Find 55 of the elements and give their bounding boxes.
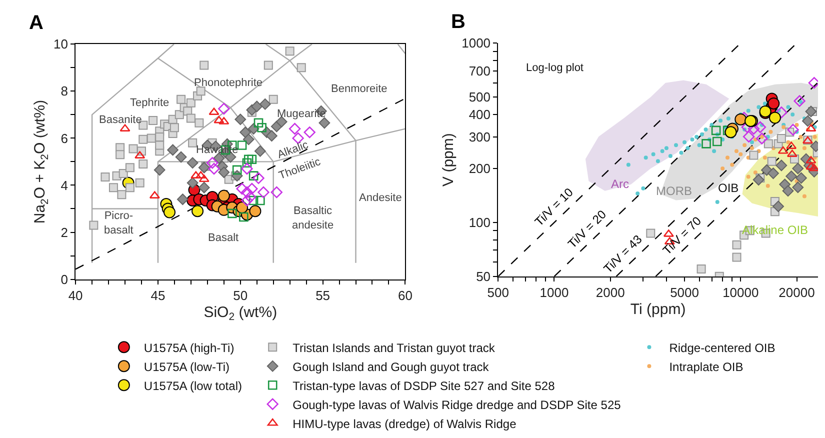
x-tick-label: 5000 bbox=[670, 285, 699, 300]
annotation: Phonotephrite bbox=[194, 77, 262, 89]
x-tick-label: 10000 bbox=[722, 285, 759, 300]
chart-title: B bbox=[451, 11, 466, 33]
x-tick-label: 50 bbox=[233, 288, 248, 303]
annotation: Benmoreite bbox=[331, 83, 388, 95]
y-tick-label: 4 bbox=[60, 178, 68, 193]
legend-label: Tristan-type lavas of DSDP Site 527 and Site 528 bbox=[292, 378, 556, 393]
y-axis-title: V (ppm) bbox=[440, 133, 457, 186]
legend-label: Ridge-centered OIB bbox=[669, 340, 776, 355]
annotation: Alkalic bbox=[276, 138, 310, 162]
x-tick-label: 40 bbox=[68, 288, 83, 303]
legend-label: HIMU-type lavas (dredge) of Walvis Ridge bbox=[292, 416, 517, 431]
annotation: Alkaline OIB bbox=[742, 223, 808, 237]
annotation: Log-log plot bbox=[526, 62, 584, 74]
y-tick-label: 8 bbox=[60, 84, 68, 99]
annotation: Basalt bbox=[208, 232, 239, 244]
x-axis-title: Ti (ppm) bbox=[630, 301, 686, 318]
y-tick-label: 100 bbox=[468, 215, 491, 230]
x-tick-label: 60 bbox=[398, 288, 412, 303]
x-tick-label: 55 bbox=[316, 288, 330, 303]
annotation: MORB bbox=[656, 184, 692, 198]
chart-title: A bbox=[29, 12, 44, 34]
x-tick-label: 2000 bbox=[596, 285, 625, 300]
annotation: Basanite bbox=[99, 114, 142, 126]
y-tick-label: 0 bbox=[60, 272, 68, 287]
legend-label: Tristan Islands and Tristan guyot track bbox=[292, 340, 496, 355]
annotation: Basaltic andesite bbox=[292, 205, 334, 232]
y-tick-label: 700 bbox=[468, 64, 491, 78]
x-tick-label: 20000 bbox=[778, 285, 815, 300]
legend-label: U1575A (low-Ti) bbox=[144, 360, 230, 374]
y-tick-label: 2 bbox=[60, 224, 68, 240]
x-axis-title: SiO$_{2}$ (wt%) bbox=[204, 304, 278, 324]
legend-label: U1575A (high-Ti) bbox=[144, 340, 234, 355]
y-tick-label: 200 bbox=[468, 161, 491, 176]
y-tick-label: 6 bbox=[60, 130, 68, 146]
legend-label: Intraplate OIB bbox=[669, 360, 744, 374]
y-tick-label: 10 bbox=[53, 36, 68, 52]
legend-label: Gough Island and Gough guyot track bbox=[292, 360, 490, 374]
annotation: Arc bbox=[611, 177, 629, 191]
annotation: Tephrite bbox=[130, 97, 170, 109]
y-tick-label: 400 bbox=[468, 107, 491, 122]
text: Ti/V = 70 bbox=[660, 214, 704, 258]
x-tick-label: 45 bbox=[150, 288, 166, 303]
y-tick-label: 50 bbox=[476, 268, 491, 284]
x-tick-label: 500 bbox=[487, 285, 509, 300]
y-tick-label: 300 bbox=[468, 129, 491, 144]
annotation: Andesite bbox=[359, 192, 402, 204]
legend-label: U1575A (low total) bbox=[144, 378, 242, 393]
x-tick-label: 1000 bbox=[540, 285, 569, 300]
y-tick-label: 500 bbox=[468, 90, 491, 105]
annotation: OIB bbox=[718, 181, 739, 195]
annotation: Picro- basalt bbox=[104, 210, 134, 236]
y-tick-label: 1000 bbox=[462, 36, 491, 51]
legend-label: Gough-type lavas of Walvis Ridge dredge and DSDP Site 525 bbox=[292, 398, 622, 412]
